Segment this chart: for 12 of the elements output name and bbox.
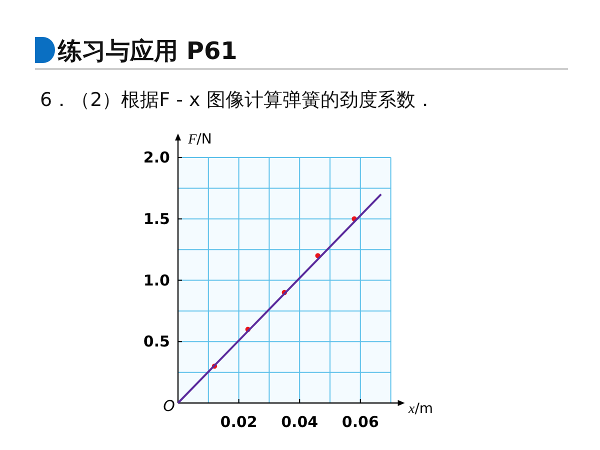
y-axis-title: F/N (187, 132, 212, 148)
x-tick-label: 0.04 (281, 413, 318, 431)
chart-title: 练习与应用 P61 (57, 37, 238, 65)
y-tick-label: 1.0 (143, 271, 170, 290)
y-tick-label: 0.5 (143, 332, 170, 351)
chart-subtitle: 6．（2）根据F - x 图像计算弹簧的劲度系数． (40, 89, 434, 111)
x-axis-title: x/m (408, 401, 434, 417)
y-tick-label: 1.5 (143, 210, 170, 228)
x-tick-label: 0.02 (220, 413, 258, 431)
annotation: O (163, 397, 176, 415)
y-tick-label: 2.0 (143, 148, 170, 166)
x-tick-label: 0.06 (342, 413, 379, 431)
